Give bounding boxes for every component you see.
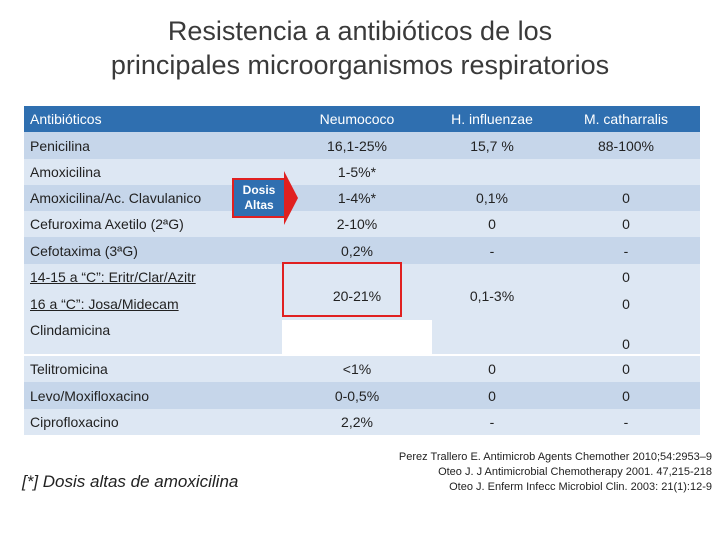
- cell-h-influenzae-macrolidos: 0,1-3%: [469, 288, 515, 304]
- row-label: Telitromicina: [30, 361, 108, 377]
- table-row: Levo/Moxifloxacino 0-0,5% 0 0: [24, 382, 700, 409]
- dosis-arrow-tip: [284, 171, 298, 225]
- table-header-row: Antibióticos Neumococo H. influenzae M. …: [24, 106, 700, 132]
- spacer: [428, 262, 550, 317]
- table-row: Amoxicilina 1-5%*: [24, 159, 700, 185]
- title-line-1: Resistencia a antibióticos de los: [167, 16, 553, 46]
- cell-m-catharralis: 0: [622, 388, 630, 404]
- cell-m-catharralis: 0: [622, 190, 630, 206]
- cell-m-catharralis: 88-100%: [597, 138, 655, 154]
- cell-h-influenzae: -: [489, 414, 495, 430]
- table-row: Penicilina 16,1-25% 15,7 % 88-100%: [24, 132, 700, 159]
- row-label: Cefuroxima Axetilo (2ªG): [30, 216, 184, 232]
- cell-h-influenzae: 0,1%: [476, 190, 508, 206]
- cell-neumococo: <1%: [342, 361, 372, 377]
- header-m-catharralis: M. catharralis: [583, 111, 669, 127]
- header-antibioticos: Antibióticos: [30, 111, 102, 127]
- table-row: Amoxicilina/Ac. Clavulanico 1-4%* 0,1% 0: [24, 185, 700, 211]
- cell-m-catharralis-clindamicina: 0: [622, 336, 630, 352]
- cell-neumococo: 2,2%: [341, 414, 373, 430]
- table-row: Cefuroxima Axetilo (2ªG) 2-10% 0 0: [24, 211, 700, 237]
- dosis-label-line1: Dosis: [242, 183, 276, 197]
- cell-neumococo: 1-5%*: [337, 164, 377, 180]
- row-label: Ciprofloxacino: [30, 414, 119, 430]
- cell-h-influenzae: -: [489, 243, 495, 259]
- cell-h-influenzae: 0: [488, 388, 496, 404]
- cell-h-influenzae: 0: [488, 216, 496, 232]
- row-label: Levo/Moxifloxacino: [30, 388, 150, 404]
- cell-m-catharralis-14-15c: 0: [622, 269, 630, 285]
- cell-m-catharralis: -: [623, 414, 629, 430]
- row-label: Cefotaxima (3ªG): [30, 243, 138, 259]
- cell-m-catharralis: 0: [622, 216, 630, 232]
- cell-neumococo: 0,2%: [341, 243, 373, 259]
- row-label: Amoxicilina: [30, 164, 101, 180]
- table-row: Cefotaxima (3ªG) 0,2% - -: [24, 237, 700, 264]
- references: Perez Trallero E. Antimicrob Agents Chem…: [332, 450, 712, 495]
- cell-m-catharralis-16c: 0: [622, 296, 630, 312]
- slide-title: Resistencia a antibióticos de los princi…: [0, 14, 720, 82]
- table-row: Ciprofloxacino 2,2% - -: [24, 409, 700, 435]
- reference-1: Perez Trallero E. Antimicrob Agents Chem…: [398, 451, 712, 463]
- footnote: [*] Dosis altas de amoxicilina: [22, 472, 239, 491]
- reference-3: Oteo J. Enferm Infecc Microbiol Clin. 20…: [449, 481, 712, 493]
- spacer: [372, 180, 401, 216]
- reference-2: Oteo J. J Antimicrobial Chemotherapy 200…: [438, 466, 712, 478]
- dosis-label-line2: Altas: [244, 198, 274, 212]
- title-line-2: principales microorganismos respiratorio…: [110, 50, 610, 80]
- cell-neumococo: 2-10%: [336, 216, 378, 232]
- row-label-14-15c: 14-15 a “C”: Eritr/Clar/Azitr: [30, 269, 196, 285]
- cell-neumococo: 16,1-25%: [327, 138, 387, 154]
- dosis-altas-label: Dosis Altas: [234, 180, 284, 216]
- row-label: Penicilina: [30, 138, 90, 154]
- cell-h-influenzae: 0: [488, 361, 496, 377]
- cell-neumococo: 0-0,5%: [334, 388, 380, 404]
- row-label: Amoxicilina/Ac. Clavulanico: [30, 190, 202, 206]
- header-neumococo: Neumococo: [319, 111, 395, 127]
- cell-h-influenzae: 15,7 %: [470, 138, 514, 154]
- header-h-influenzae: H. influenzae: [451, 111, 533, 127]
- cell-neumococo: 1-4%*: [337, 190, 377, 206]
- cell-neumococo-macrolidos: 20-21%: [332, 288, 382, 304]
- row-label-16c: 16 a “C”: Josa/Midecam: [30, 296, 179, 312]
- cell-m-catharralis: -: [623, 243, 629, 259]
- row-label-clindamicina: Clindamicina: [30, 322, 111, 338]
- table-row: Telitromicina <1% 0 0: [24, 356, 700, 382]
- highlight-box-neumococo-macrolidos: [282, 262, 402, 317]
- blank-cell: [282, 320, 432, 354]
- cell-m-catharralis: 0: [622, 361, 630, 377]
